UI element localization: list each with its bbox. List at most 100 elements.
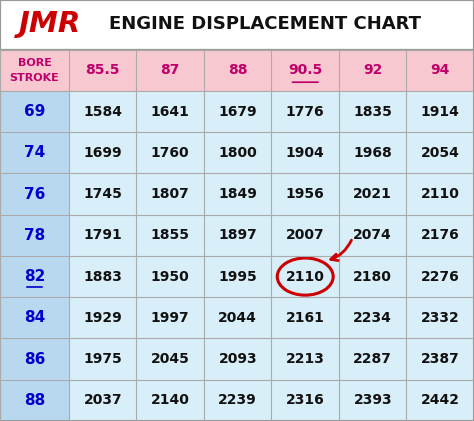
Bar — [137, 132, 204, 173]
Text: 74: 74 — [24, 145, 45, 160]
Text: 2316: 2316 — [286, 393, 325, 408]
Bar — [339, 380, 407, 421]
Bar — [272, 297, 339, 338]
Bar — [272, 132, 339, 173]
FancyBboxPatch shape — [0, 0, 474, 50]
Bar — [69, 132, 137, 173]
Text: 1776: 1776 — [286, 104, 325, 119]
Text: 1791: 1791 — [83, 228, 122, 242]
Bar — [272, 91, 339, 132]
Text: 86: 86 — [24, 352, 45, 367]
Bar — [0, 297, 69, 338]
Bar — [204, 380, 272, 421]
Text: 2161: 2161 — [286, 311, 325, 325]
Bar — [272, 215, 339, 256]
Text: STROKE: STROKE — [9, 73, 59, 83]
Bar — [339, 173, 407, 215]
Text: 1904: 1904 — [286, 146, 325, 160]
Bar — [137, 256, 204, 297]
Bar — [407, 132, 474, 173]
Bar — [339, 256, 407, 297]
Bar — [137, 215, 204, 256]
Bar — [204, 297, 272, 338]
Text: 2287: 2287 — [353, 352, 392, 366]
Text: 1849: 1849 — [218, 187, 257, 201]
Bar — [272, 173, 339, 215]
Bar — [0, 132, 69, 173]
Text: 2054: 2054 — [421, 146, 460, 160]
Text: 94: 94 — [430, 63, 450, 77]
Text: 1807: 1807 — [151, 187, 190, 201]
Text: 87: 87 — [161, 63, 180, 77]
Text: 1975: 1975 — [83, 352, 122, 366]
Text: 2037: 2037 — [83, 393, 122, 408]
Bar — [69, 297, 137, 338]
Text: 1897: 1897 — [219, 228, 257, 242]
Text: 1679: 1679 — [219, 104, 257, 119]
Bar — [204, 215, 272, 256]
Bar — [272, 256, 339, 297]
Bar — [204, 173, 272, 215]
Text: 1956: 1956 — [286, 187, 325, 201]
Text: 2393: 2393 — [354, 393, 392, 408]
Text: 78: 78 — [24, 228, 45, 243]
Text: 1641: 1641 — [151, 104, 190, 119]
Text: 85.5: 85.5 — [85, 63, 120, 77]
Bar — [69, 256, 137, 297]
Bar — [0, 338, 69, 380]
Text: 1883: 1883 — [83, 269, 122, 284]
Text: 2442: 2442 — [421, 393, 460, 408]
Text: 1745: 1745 — [83, 187, 122, 201]
Text: 2276: 2276 — [421, 269, 460, 284]
Bar — [204, 256, 272, 297]
Bar — [339, 338, 407, 380]
Text: 84: 84 — [24, 310, 45, 325]
Text: 2074: 2074 — [353, 228, 392, 242]
Text: 1835: 1835 — [353, 104, 392, 119]
Text: 88: 88 — [228, 63, 247, 77]
Bar — [69, 338, 137, 380]
Bar — [137, 173, 204, 215]
Text: 1584: 1584 — [83, 104, 122, 119]
Text: 1855: 1855 — [151, 228, 190, 242]
Text: 2044: 2044 — [218, 311, 257, 325]
Text: 2110: 2110 — [286, 269, 325, 284]
Bar — [204, 338, 272, 380]
Bar — [137, 297, 204, 338]
Bar — [204, 91, 272, 132]
Text: 1968: 1968 — [353, 146, 392, 160]
Bar — [137, 338, 204, 380]
Text: 2110: 2110 — [421, 187, 460, 201]
Bar — [339, 91, 407, 132]
Text: 1995: 1995 — [219, 269, 257, 284]
Bar — [69, 91, 137, 132]
Bar — [272, 380, 339, 421]
Text: 2021: 2021 — [353, 187, 392, 201]
Text: 90.5: 90.5 — [288, 63, 322, 77]
Text: BORE: BORE — [18, 58, 51, 68]
Bar — [69, 215, 137, 256]
Bar — [204, 132, 272, 173]
Text: 2007: 2007 — [286, 228, 325, 242]
Text: 2234: 2234 — [353, 311, 392, 325]
Bar — [69, 380, 137, 421]
Text: 2239: 2239 — [219, 393, 257, 408]
Bar — [0, 173, 69, 215]
Bar — [407, 256, 474, 297]
Text: 82: 82 — [24, 269, 45, 284]
Text: JMR: JMR — [19, 10, 81, 38]
Text: 1997: 1997 — [151, 311, 190, 325]
Bar — [0, 256, 69, 297]
Text: 2387: 2387 — [421, 352, 460, 366]
Text: 2093: 2093 — [219, 352, 257, 366]
Text: 76: 76 — [24, 187, 45, 202]
Bar — [0, 91, 69, 132]
Text: 1699: 1699 — [83, 146, 122, 160]
Bar — [407, 173, 474, 215]
Text: ENGINE DISPLACEMENT CHART: ENGINE DISPLACEMENT CHART — [109, 15, 421, 33]
Text: 2332: 2332 — [421, 311, 460, 325]
Text: 2213: 2213 — [286, 352, 325, 366]
Text: 1760: 1760 — [151, 146, 190, 160]
Bar — [407, 380, 474, 421]
Bar — [339, 297, 407, 338]
